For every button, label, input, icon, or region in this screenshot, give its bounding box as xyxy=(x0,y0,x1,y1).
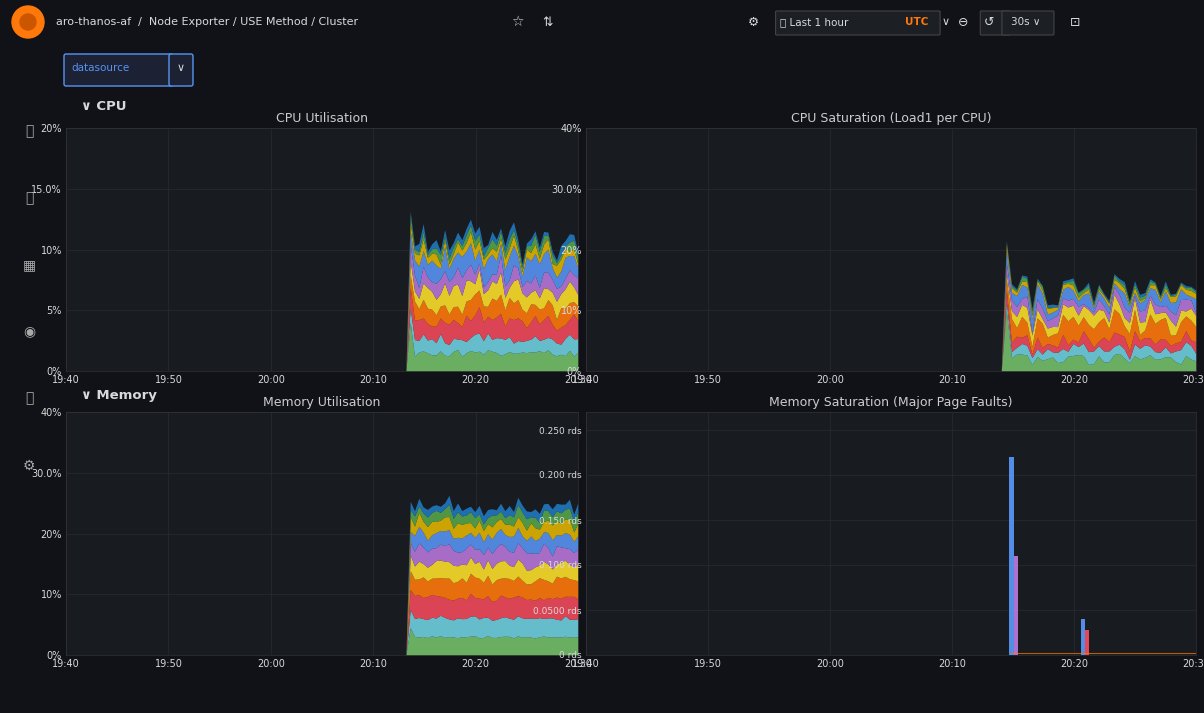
Text: UTC: UTC xyxy=(905,17,928,27)
Bar xyxy=(1009,457,1014,655)
Text: 🔔: 🔔 xyxy=(25,391,34,406)
Circle shape xyxy=(12,6,45,38)
Text: ∨ Memory: ∨ Memory xyxy=(81,389,157,401)
Title: CPU Saturation (Load1 per CPU): CPU Saturation (Load1 per CPU) xyxy=(791,113,991,125)
Text: ⇅: ⇅ xyxy=(543,16,553,29)
Text: ∨ CPU: ∨ CPU xyxy=(81,101,126,113)
Text: ▦: ▦ xyxy=(23,258,36,272)
Title: CPU Utilisation: CPU Utilisation xyxy=(276,113,368,125)
Bar xyxy=(1085,630,1090,655)
Text: 30s ∨: 30s ∨ xyxy=(1011,17,1041,27)
Text: datasource: datasource xyxy=(71,63,129,73)
Text: ⊡: ⊡ xyxy=(1070,16,1080,29)
FancyBboxPatch shape xyxy=(980,11,1010,35)
Bar xyxy=(1081,619,1085,655)
Bar xyxy=(1014,556,1017,655)
FancyBboxPatch shape xyxy=(169,54,193,86)
Text: ☆: ☆ xyxy=(512,15,524,29)
Text: 🔍: 🔍 xyxy=(25,124,34,138)
Circle shape xyxy=(20,14,36,30)
Text: ◉: ◉ xyxy=(23,324,35,339)
Title: Memory Utilisation: Memory Utilisation xyxy=(264,396,380,409)
Text: ＋: ＋ xyxy=(25,191,34,205)
FancyBboxPatch shape xyxy=(775,11,940,35)
Text: ⊖: ⊖ xyxy=(958,16,968,29)
Title: Memory Saturation (Major Page Faults): Memory Saturation (Major Page Faults) xyxy=(769,396,1013,409)
Text: ∨: ∨ xyxy=(177,63,185,73)
Text: ∨: ∨ xyxy=(942,17,950,27)
Text: ⚙: ⚙ xyxy=(23,458,35,473)
Text: ⏱ Last 1 hour: ⏱ Last 1 hour xyxy=(780,17,849,27)
Text: aro-thanos-af  /  Node Exporter / USE Method / Cluster: aro-thanos-af / Node Exporter / USE Meth… xyxy=(57,17,358,27)
FancyBboxPatch shape xyxy=(1002,11,1054,35)
Text: ↺: ↺ xyxy=(984,16,995,29)
FancyBboxPatch shape xyxy=(64,54,173,86)
Text: ⚙: ⚙ xyxy=(748,16,760,29)
